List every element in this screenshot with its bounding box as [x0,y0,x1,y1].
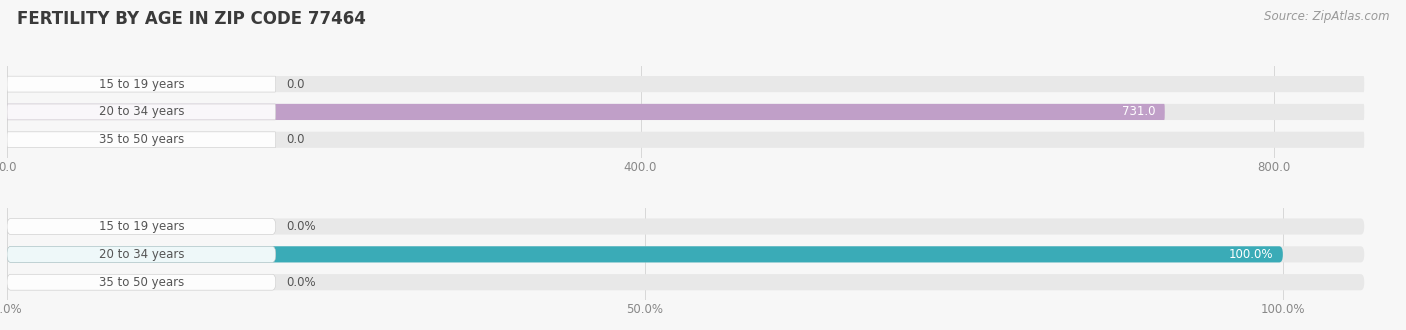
Text: 0.0: 0.0 [287,78,305,91]
FancyBboxPatch shape [7,104,276,120]
Text: 20 to 34 years: 20 to 34 years [98,106,184,118]
Text: 35 to 50 years: 35 to 50 years [98,133,184,146]
Text: 15 to 19 years: 15 to 19 years [98,220,184,233]
FancyBboxPatch shape [7,104,1364,120]
FancyBboxPatch shape [7,247,276,262]
Text: 20 to 34 years: 20 to 34 years [98,248,184,261]
Text: Source: ZipAtlas.com: Source: ZipAtlas.com [1264,10,1389,23]
FancyBboxPatch shape [7,274,276,290]
FancyBboxPatch shape [7,246,1282,262]
Text: 731.0: 731.0 [1122,106,1156,118]
Text: 0.0: 0.0 [287,133,305,146]
FancyBboxPatch shape [7,274,1364,290]
FancyBboxPatch shape [7,76,1364,92]
FancyBboxPatch shape [7,218,276,234]
Text: 15 to 19 years: 15 to 19 years [98,78,184,91]
FancyBboxPatch shape [7,218,1364,235]
FancyBboxPatch shape [7,246,1364,262]
FancyBboxPatch shape [7,104,1164,120]
Text: 0.0%: 0.0% [287,276,316,289]
FancyBboxPatch shape [7,132,1364,148]
Text: FERTILITY BY AGE IN ZIP CODE 77464: FERTILITY BY AGE IN ZIP CODE 77464 [17,10,366,28]
Text: 100.0%: 100.0% [1229,248,1274,261]
FancyBboxPatch shape [7,132,276,148]
Text: 35 to 50 years: 35 to 50 years [98,276,184,289]
Text: 0.0%: 0.0% [287,220,316,233]
FancyBboxPatch shape [7,76,276,92]
